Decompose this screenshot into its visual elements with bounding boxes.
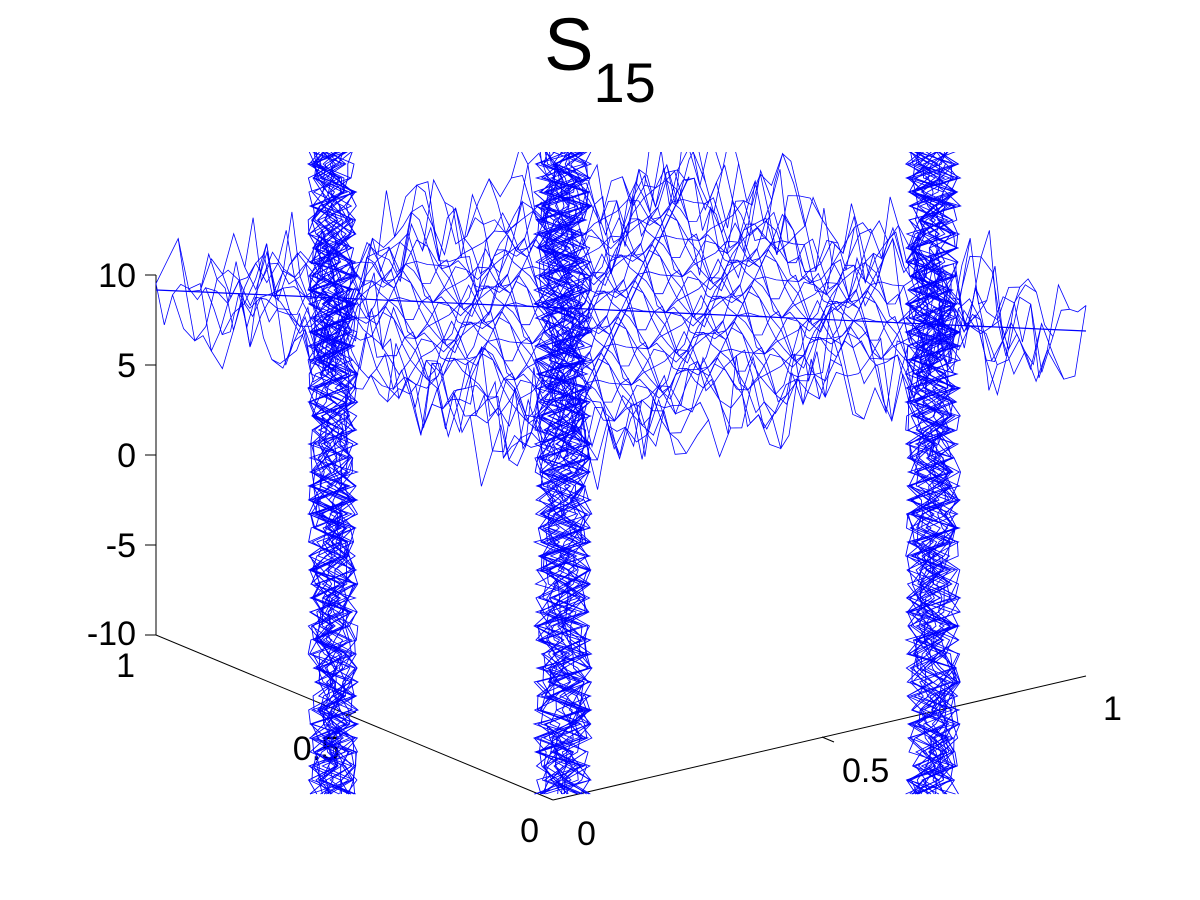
diagonal-ridge: [155, 289, 1087, 332]
y-tick-label-1: 1: [116, 647, 135, 685]
spike-line: [307, 152, 358, 795]
mesh-line-u: [172, 152, 706, 342]
x-tick-label-1: 1: [1103, 690, 1122, 728]
spike-line: [532, 152, 591, 795]
spike-line: [533, 152, 592, 795]
z-tick-label-0: 0: [117, 437, 136, 475]
y-tick-half: [344, 711, 357, 717]
spike-line: [308, 152, 359, 795]
z-tick-label-minus10: -10: [87, 615, 136, 653]
mesh-line-v: [399, 184, 798, 450]
spike-line: [533, 152, 591, 795]
spike-line: [536, 152, 592, 795]
spike-line: [307, 152, 359, 795]
mesh-line-v: [200, 243, 598, 461]
z-tick-label-minus5: -5: [106, 527, 136, 565]
spike-line: [535, 152, 591, 795]
spike-line: [536, 152, 594, 795]
spike-line: [905, 152, 962, 795]
mesh-line-v: [688, 152, 1087, 340]
spike-line: [536, 152, 593, 795]
spike-line: [905, 152, 960, 795]
chart-title-subscript: 15: [593, 51, 656, 114]
spike-line: [307, 152, 358, 795]
z-tick-label-10: 10: [98, 257, 136, 295]
spike-line: [309, 152, 360, 795]
chart-title-main: S: [544, 3, 594, 86]
spike-line: [533, 152, 593, 795]
spike-line: [906, 152, 961, 795]
z-tick-label-5: 5: [117, 347, 136, 385]
spike-line: [904, 152, 962, 795]
x-tick-label-0: 0: [577, 815, 596, 853]
spike-line: [904, 152, 962, 795]
mesh-line-v: [177, 238, 576, 467]
mesh-line-v: [155, 283, 554, 464]
x-tick-label-half: 0.5: [842, 752, 889, 790]
mesh-line-v: [533, 169, 931, 413]
x-tick-half: [821, 736, 835, 743]
diagonal-ridge-2: [552, 176, 690, 467]
spike-line: [533, 152, 594, 795]
spike-line: [536, 152, 593, 795]
x-axis-line: [552, 675, 1087, 801]
spike-line: [908, 152, 962, 795]
mesh-line-v: [355, 238, 754, 435]
mesh-line-u: [337, 233, 872, 390]
spike-line: [309, 152, 358, 795]
spike-line: [533, 152, 593, 795]
mesh-line-v: [666, 152, 1065, 380]
spike-line: [534, 152, 593, 795]
spike-line: [307, 152, 357, 795]
chart-title: S15: [0, 8, 1200, 111]
spike-line: [307, 152, 359, 795]
surface-mesh: [155, 152, 1087, 795]
mesh-line-v: [333, 232, 732, 429]
spike-line: [534, 152, 593, 795]
spike-line: [534, 152, 591, 795]
mesh-line-v: [444, 201, 843, 398]
y-axis-line: [155, 634, 554, 801]
y-tick-label-0: 0: [520, 812, 539, 850]
